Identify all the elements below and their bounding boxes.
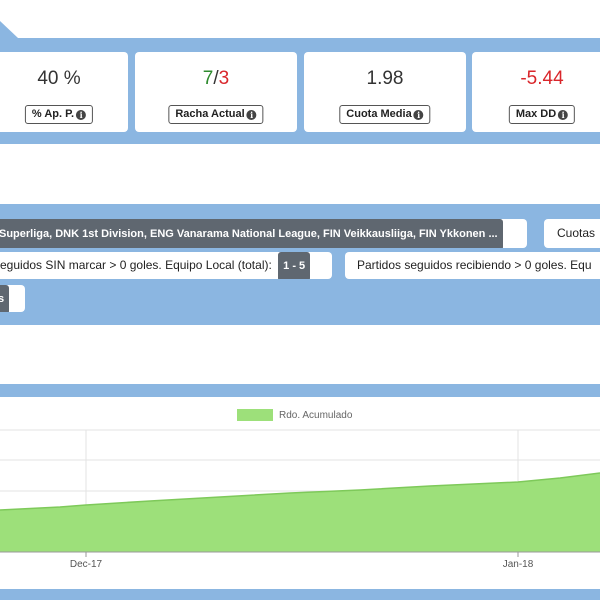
- stat-card-streak: 7/3 Racha Actual i: [135, 52, 297, 132]
- cuotas-label: Cuotas: [557, 226, 596, 240]
- stat-value-max-dd: -5.44: [520, 68, 564, 89]
- partial-filter[interactable]: s: [0, 285, 25, 312]
- series-area: [0, 473, 600, 552]
- info-icon[interactable]: i: [413, 110, 424, 120]
- stat-card-hit-rate: 40 % % Ap. P. i: [0, 52, 128, 132]
- info-icon[interactable]: i: [558, 110, 569, 120]
- series-line: [0, 472, 600, 511]
- stat-value-avg-odds: 1.98: [366, 68, 404, 89]
- legend-swatch: [237, 409, 273, 421]
- leagues-filter[interactable]: Superliga, DNK 1st Division, ENG Vanaram…: [0, 219, 527, 248]
- streak-losses: 3: [218, 68, 230, 89]
- local-no-score-filter[interactable]: eguidos SIN marcar > 0 goles. Equipo Loc…: [0, 252, 332, 279]
- stat-value-streak: 7/3: [135, 68, 297, 90]
- stat-badge-avg-odds[interactable]: Cuota Media i: [339, 105, 431, 124]
- stat-label-avg-odds: Cuota Media: [346, 108, 412, 120]
- stat-badge-max-dd[interactable]: Max DD i: [508, 105, 576, 124]
- info-icon[interactable]: i: [76, 110, 87, 120]
- stat-badge-hit-rate[interactable]: % Ap. P. i: [24, 105, 94, 124]
- x-tick-label: Jan-18: [503, 559, 534, 570]
- local-no-score-range: 1 - 5: [278, 252, 311, 279]
- stat-label-streak: Racha Actual: [175, 108, 245, 120]
- stat-label-hit-rate: % Ap. P.: [31, 108, 75, 120]
- stat-badge-streak[interactable]: Racha Actual i: [168, 105, 264, 124]
- receiving-goals-filter[interactable]: Partidos seguidos recibiendo > 0 goles. …: [345, 252, 600, 279]
- receiving-goals-label: Partidos seguidos recibiendo > 0 goles. …: [357, 258, 592, 272]
- stat-card-max-dd: -5.44 Max DD i: [472, 52, 600, 132]
- streak-separator: /: [213, 68, 219, 89]
- corner-tab: [0, 21, 18, 38]
- stat-label-max-dd: Max DD: [515, 108, 557, 120]
- leagues-tag: Superliga, DNK 1st Division, ENG Vanaram…: [0, 219, 503, 248]
- local-no-score-label: eguidos SIN marcar > 0 goles. Equipo Loc…: [0, 258, 272, 272]
- chart-svg: Rdo. Acumulado Dec-17 Jan-18: [0, 409, 600, 570]
- legend-label[interactable]: Rdo. Acumulado: [279, 410, 353, 421]
- cuotas-filter[interactable]: Cuotas: [544, 219, 600, 248]
- streak-wins: 7: [202, 68, 214, 89]
- info-icon[interactable]: i: [246, 110, 257, 120]
- stat-value-hit-rate: 40 %: [37, 68, 81, 89]
- partial-filter-tag: s: [0, 285, 10, 312]
- x-tick-label: Dec-17: [70, 559, 103, 570]
- chart-panel: Rdo. Acumulado Dec-17 Jan-18: [0, 397, 600, 589]
- stat-card-avg-odds: 1.98 Cuota Media i: [304, 52, 466, 132]
